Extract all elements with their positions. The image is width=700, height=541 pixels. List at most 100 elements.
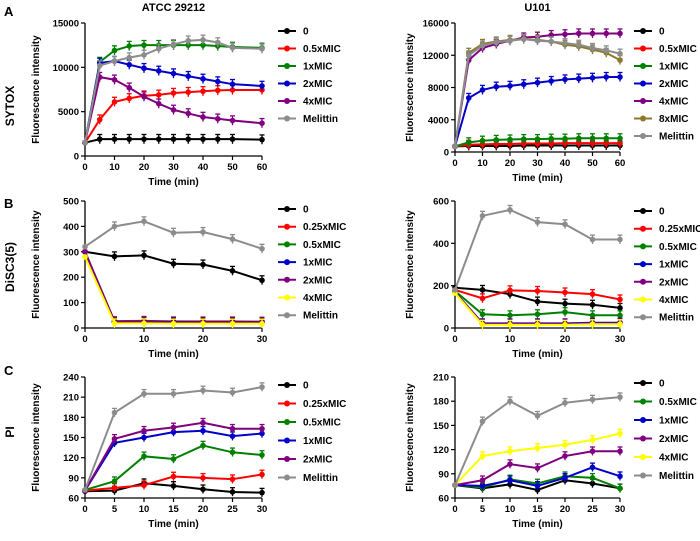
c0-legend-label: 0.5xMIC (303, 44, 341, 55)
c1-data-point (603, 47, 610, 54)
c0-data-point (111, 136, 118, 142)
panel-letter-a: A (4, 4, 14, 19)
c4-series-5 (82, 382, 265, 493)
c0-legend-label: 0 (303, 27, 309, 38)
c1-data-point (520, 136, 527, 142)
c0-data-point (82, 139, 88, 146)
c0-legend-marker (284, 63, 290, 69)
c1-xtick-label: 60 (615, 158, 626, 169)
c2-xtick-label: 10 (139, 334, 150, 345)
c1-data-point (603, 135, 610, 142)
c0-xtick-label: 30 (168, 162, 179, 173)
c2-data-point (111, 320, 118, 327)
c1-legend-marker (640, 80, 646, 87)
c4-data-point (200, 486, 206, 493)
c1-data-point (603, 74, 610, 80)
c3-series-6 (452, 204, 623, 293)
c0-legend-marker (284, 98, 290, 104)
c5-xtick-label: 20 (560, 504, 571, 515)
c2-legend-marker (284, 241, 290, 248)
c1-data-point (479, 137, 486, 144)
c0-x-axis-title: Time (min) (148, 177, 198, 188)
c2-data-point (200, 320, 206, 327)
row-label-pi: PI (3, 426, 17, 437)
c0-data-point (200, 88, 206, 95)
c1-xtick-label: 20 (505, 158, 516, 169)
c0-data-point (229, 136, 236, 142)
c4-data-point (229, 476, 236, 482)
c4-data-point (229, 489, 236, 495)
c2-data-point (82, 249, 88, 255)
c2-data-point (259, 320, 265, 327)
c1-data-point (534, 79, 541, 86)
c4-data-point (229, 389, 236, 396)
c0-legend-marker (284, 115, 290, 122)
c4-data-point (229, 449, 236, 456)
c3-data-point (562, 322, 568, 328)
c1-legend-label: 0.5xMIC (659, 44, 697, 55)
chart-disc35-u101: 0 200 400 600 0 10 20 30 Time (min) Fluorescence … (405, 197, 700, 361)
c2-legend-label: 2xMIC (303, 275, 332, 286)
c1-data-point (603, 140, 610, 146)
c0-data-point (170, 41, 177, 48)
c4-data-point (259, 425, 265, 432)
c1-legend-marker (640, 98, 646, 104)
c1-data-point (617, 135, 623, 142)
c0-data-point (96, 136, 103, 142)
c1-data-point (562, 76, 568, 83)
c1-data-point (534, 37, 541, 44)
c3-legend-marker (640, 314, 646, 321)
c0-data-point (170, 70, 177, 77)
c2-data-point (170, 260, 177, 267)
c5-data-point (589, 448, 596, 455)
c5-data-point (479, 453, 486, 459)
c4-data-point (170, 424, 177, 431)
c0-data-point (111, 47, 118, 54)
c5-xtick-label: 10 (505, 504, 516, 515)
c2-data-point (141, 218, 147, 225)
c1-ytick-label: 8000 (428, 83, 449, 94)
c1-ytick-label: 16000 (423, 19, 449, 30)
c1-xtick-label: 0 (452, 158, 457, 169)
c1-data-point (493, 39, 500, 46)
c2-legend-label: 0.25xMIC (303, 222, 346, 233)
c2-data-point (200, 261, 206, 268)
c4-ytick-label: 60 (68, 494, 79, 505)
c5-xtick-label: 5 (480, 504, 486, 515)
c5-data-point (507, 398, 513, 405)
c1-ytick-label: 12000 (423, 51, 449, 62)
row-label-sytox: SYTOX (3, 86, 17, 126)
c4-data-point (200, 475, 206, 481)
c1-legend-marker (640, 115, 646, 122)
c0-y-axis-title: Fluorescence intensity (31, 35, 42, 144)
c0-data-point (141, 93, 147, 100)
chart-pi-u101: 60 90 120 150 180 210 0 5 10 15 20 25 30 Time (min) Fl… (405, 373, 697, 531)
c0-data-point (126, 95, 133, 102)
c0-data-point (155, 68, 162, 74)
c2-xtick-label: 0 (82, 334, 87, 345)
c2-data-point (82, 254, 88, 260)
c2-ytick-label: 300 (63, 247, 79, 258)
c2-legend-marker (284, 206, 290, 212)
c2-ytick-label: 200 (63, 273, 79, 284)
panel-letter-c: C (4, 363, 14, 378)
c0-legend-marker (284, 80, 290, 87)
c2-legend-label: 4xMIC (303, 293, 332, 304)
c3-legend-label: 0.25xMIC (659, 224, 700, 235)
c0-ytick-label: 0 (74, 152, 79, 163)
c4-xtick-label: 25 (227, 504, 238, 515)
c0-data-point (229, 81, 236, 87)
c0-xtick-label: 0 (82, 162, 87, 173)
c5-data-point (562, 453, 568, 459)
c3-data-point (589, 301, 596, 308)
c3-legend-label: 2xMIC (659, 277, 688, 288)
c4-data-point (141, 427, 147, 434)
c0-data-point (200, 136, 206, 142)
c2-legend-marker (284, 223, 290, 230)
c4-xtick-label: 0 (82, 504, 87, 515)
c1-data-point (548, 78, 555, 84)
c1-data-point (479, 42, 486, 49)
c5-data-point (562, 475, 568, 481)
c4-data-point (82, 487, 88, 493)
c0-data-point (214, 87, 221, 94)
